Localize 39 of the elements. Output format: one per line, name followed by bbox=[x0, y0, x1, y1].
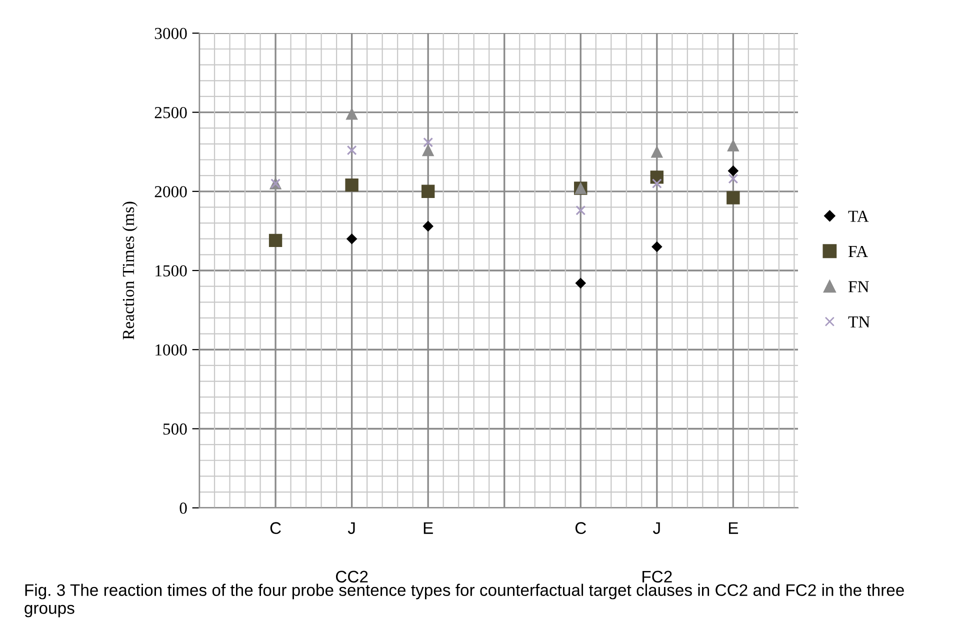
x-tick-label: J bbox=[653, 522, 660, 534]
y-tick-label: 1000 bbox=[156, 344, 187, 356]
point bbox=[576, 205, 586, 216]
point bbox=[422, 220, 434, 232]
x-tick-label: E bbox=[728, 522, 738, 534]
point bbox=[346, 108, 358, 120]
point bbox=[575, 278, 586, 288]
y-tick-label: 1500 bbox=[156, 265, 187, 276]
point bbox=[652, 242, 662, 252]
point bbox=[346, 234, 358, 244]
point bbox=[422, 144, 434, 156]
legend-label: TN bbox=[848, 316, 870, 328]
point bbox=[728, 174, 738, 184]
point bbox=[345, 178, 358, 192]
y-tick-label: 3000 bbox=[154, 28, 187, 40]
x-tick-label: C bbox=[575, 522, 586, 534]
point bbox=[651, 146, 663, 158]
y-tick-label: 2500 bbox=[154, 106, 187, 118]
text: FC2 bbox=[642, 570, 672, 583]
point bbox=[268, 234, 282, 248]
point bbox=[728, 166, 738, 176]
point bbox=[421, 184, 435, 198]
legend-label: FA bbox=[848, 246, 868, 257]
legend-label: TA bbox=[848, 210, 869, 222]
y-tick-label: 0 bbox=[180, 502, 187, 514]
point bbox=[652, 178, 662, 188]
y-axis-title: Reaction Times (ms) bbox=[122, 202, 138, 340]
x-tick-label: J bbox=[348, 522, 355, 534]
legend-label: FN bbox=[848, 281, 869, 292]
y-tick-label: 500 bbox=[163, 423, 187, 435]
text: CC2 bbox=[336, 570, 368, 583]
point bbox=[726, 191, 740, 204]
point bbox=[727, 140, 740, 152]
y-tick-label: 2000 bbox=[154, 186, 187, 198]
caption: Fig. 3 The reaction times of the four probe sentence types for counterfactual target clauses in CC2 and FC2 in the three groups bbox=[24, 584, 904, 618]
x-tick-label: E bbox=[424, 522, 433, 534]
point bbox=[346, 145, 357, 156]
x-tick-label: C bbox=[270, 522, 281, 534]
point bbox=[423, 137, 434, 148]
